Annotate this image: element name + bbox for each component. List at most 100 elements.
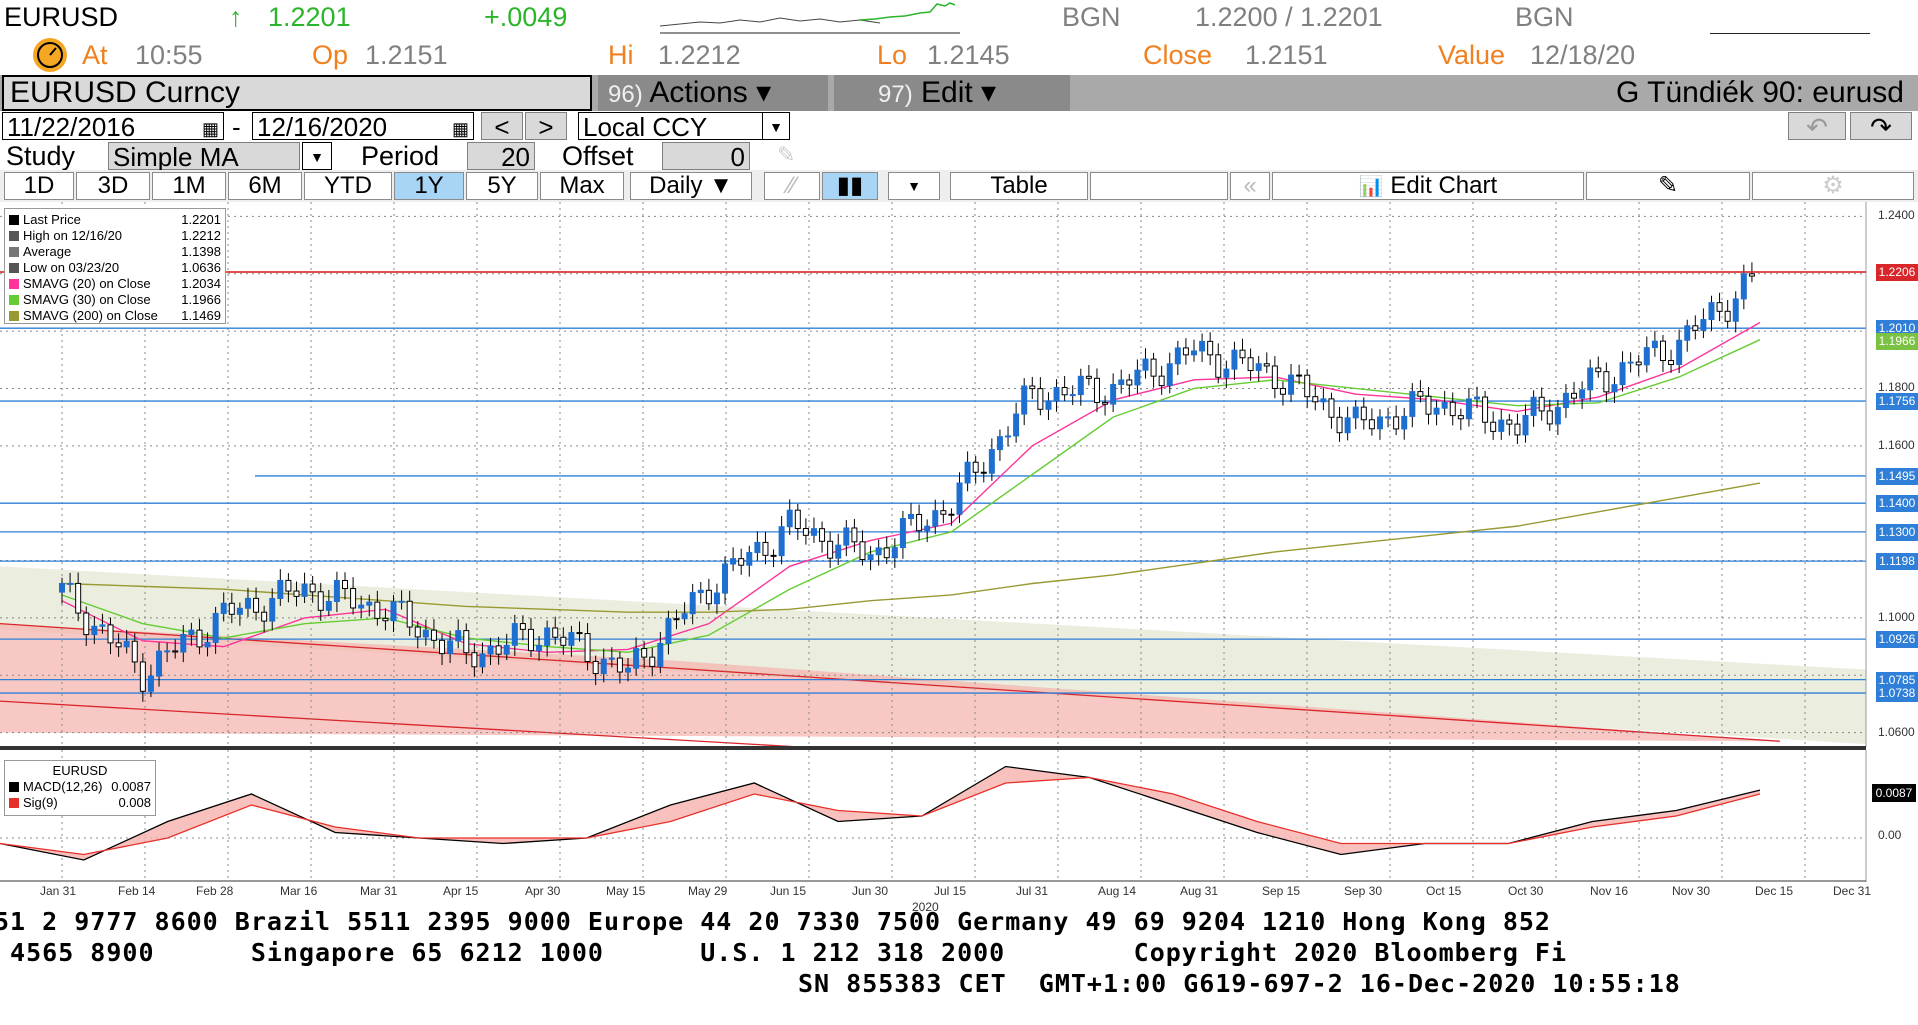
candle-body <box>746 552 753 566</box>
start-date-field[interactable]: 11/22/2016 ▦ <box>2 112 224 141</box>
range-button-1m[interactable]: 1M <box>152 172 226 200</box>
frequency-select[interactable]: Daily ▼ <box>630 172 752 200</box>
candle-body <box>867 554 874 561</box>
currency-select[interactable]: Local CCY ▼ <box>578 112 790 141</box>
chevron-down-icon[interactable]: ▼ <box>302 142 332 170</box>
chart-settings-icon: 📊 <box>1358 176 1384 198</box>
candle-body <box>439 639 446 655</box>
range-button-1y[interactable]: 1Y <box>394 172 464 200</box>
candle-body <box>1352 406 1359 419</box>
candle-body <box>1174 347 1181 365</box>
next-period-button[interactable]: > <box>525 112 567 141</box>
price-level-label: 1.0738 <box>1876 685 1918 703</box>
candle-body <box>1376 416 1383 430</box>
gear-icon[interactable]: ⚙ <box>1752 172 1914 200</box>
candle-body <box>1037 388 1044 410</box>
date-tick: Nov 30 <box>1672 884 1711 898</box>
range-button-max[interactable]: Max <box>540 172 624 200</box>
candle-body <box>883 547 890 559</box>
prev-period-button[interactable]: < <box>481 112 523 141</box>
calendar-icon[interactable]: ▦ <box>451 119 469 139</box>
candle-body <box>1142 358 1149 371</box>
date-tick: Jun 30 <box>852 884 889 898</box>
chart-legend: Last Price 1.2201 High on 12/16/20 1.2212 Av… <box>4 208 226 324</box>
range-button-5y[interactable]: 5Y <box>466 172 538 200</box>
candle-body <box>107 624 114 644</box>
chevron-down-icon[interactable]: ▼ <box>762 113 789 139</box>
candle-body <box>1312 396 1319 403</box>
candle-body <box>1425 395 1432 415</box>
table-button[interactable]: Table <box>950 172 1088 200</box>
candle-body <box>1255 363 1262 372</box>
candle-body <box>649 656 656 667</box>
date-tick: Jul 31 <box>1016 884 1049 898</box>
date-tick: Aug 31 <box>1180 884 1219 898</box>
candle-body <box>180 633 187 653</box>
candle-body <box>1740 273 1747 300</box>
macd-chart[interactable] <box>0 750 1918 882</box>
period-input[interactable]: 20 <box>467 142 535 171</box>
candle-body <box>1296 374 1303 377</box>
date-tick: Feb 28 <box>196 884 234 898</box>
high-value: 1.2212 <box>658 40 741 70</box>
end-date-field[interactable]: 12/16/2020 ▦ <box>252 112 474 141</box>
redo-button[interactable]: ↷ <box>1850 112 1912 141</box>
candle-body <box>131 640 138 663</box>
offset-input[interactable]: 0 <box>662 142 750 171</box>
range-button-6m[interactable]: 6M <box>228 172 302 200</box>
legend-value: 1.2212 <box>181 228 221 243</box>
candle-body <box>1126 379 1133 386</box>
range-button-1d[interactable]: 1D <box>4 172 74 200</box>
rewind-icon[interactable]: « <box>1230 172 1270 200</box>
chevron-down-icon[interactable]: ▼ <box>888 172 940 200</box>
date-dash: - <box>232 112 241 142</box>
pencil-icon[interactable]: ✎ <box>777 142 796 167</box>
legend-item: Average 1.1398 <box>9 244 221 260</box>
legend-item: Last Price 1.2201 <box>9 212 221 228</box>
candle-body <box>447 640 454 655</box>
price-chart[interactable] <box>0 202 1918 747</box>
candle-body <box>228 602 235 615</box>
candle-body <box>1530 396 1537 416</box>
close-value: 1.2151 <box>1245 40 1328 70</box>
candle-body <box>988 449 995 474</box>
speedometer-icon[interactable] <box>33 38 67 72</box>
range-button-ytd[interactable]: YTD <box>304 172 392 200</box>
candle-body <box>519 623 526 630</box>
candle-body <box>754 541 761 554</box>
legend-label: Average <box>23 244 72 259</box>
candle-body <box>827 540 834 559</box>
undo-button[interactable]: ↶ <box>1788 112 1846 142</box>
date-tick: Jul 15 <box>934 884 967 898</box>
date-tick: May 15 <box>606 884 646 898</box>
candle-chart-icon[interactable]: ▮▮ <box>822 172 878 200</box>
actions-menu[interactable]: 96) Actions ▾ <box>598 75 828 111</box>
macd-legend: EURUSD MACD(12,26) 0.0087 Sig(9) 0.008 <box>4 760 156 816</box>
date-tick: Jan 31 <box>40 884 77 898</box>
value-date: 12/18/20 <box>1530 40 1636 70</box>
contact-ticker-line2: 4565 8900 Singapore 65 6212 1000 U.S. 1 … <box>0 938 1568 967</box>
candle-body <box>633 648 640 669</box>
candle-body <box>527 628 534 652</box>
calendar-icon[interactable]: ▦ <box>201 119 219 139</box>
date-tick: Mar 16 <box>280 884 318 898</box>
at-label: At <box>82 40 108 70</box>
edit-menu[interactable]: 97) Edit ▾ <box>834 75 1070 111</box>
price-tick: 1.1600 <box>1878 437 1915 452</box>
candle-body <box>1490 421 1497 432</box>
study-select[interactable]: Simple MA <box>108 142 300 171</box>
edit-chart-button[interactable]: 📊 Edit Chart <box>1272 172 1584 200</box>
range-button-3d[interactable]: 3D <box>76 172 150 200</box>
annotate-icon[interactable]: ✎ <box>1586 172 1750 200</box>
chart-name: G Tündiék 90: eurusd <box>1616 76 1904 109</box>
candle-body <box>956 482 963 515</box>
candle-body <box>309 583 316 593</box>
candle-body <box>463 630 470 654</box>
candle-body <box>59 583 65 593</box>
security-name[interactable]: EURUSD Curncy <box>2 75 592 111</box>
undo-icon: ↶ <box>1806 112 1828 142</box>
title-bar: EURUSD Curncy 96) Actions ▾ 97) Edit ▾ G… <box>0 75 1918 111</box>
line-chart-icon[interactable]: ⁄⁄ <box>764 172 820 200</box>
candle-body <box>1684 325 1691 341</box>
macd-legend-item: MACD(12,26) 0.0087 <box>9 779 151 795</box>
